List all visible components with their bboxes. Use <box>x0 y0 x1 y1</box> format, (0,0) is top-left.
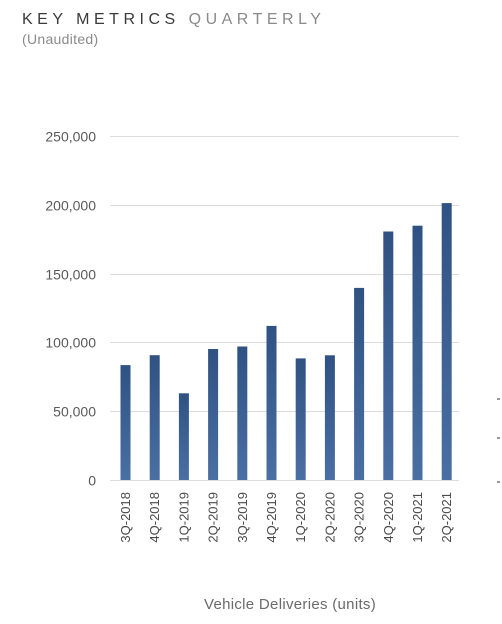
chart-header: KEY METRICS QUARTERLY (Unaudited) <box>22 10 325 47</box>
y-tick-label: 50,000 <box>53 404 96 420</box>
x-tick-label: 3Q-2020 <box>352 492 367 543</box>
bar-2q-2019 <box>208 349 219 480</box>
x-tick-label: 4Q-2020 <box>381 492 396 543</box>
x-tick-label: 3Q-2018 <box>118 492 133 543</box>
y-axis-ticks: 0 50,000 100,000 150,000 200,000 250,000 <box>45 129 96 489</box>
bar-4q-2020 <box>383 231 394 480</box>
bar-3q-2018 <box>120 365 131 480</box>
bars <box>120 203 452 480</box>
y-tick-label: 0 <box>88 473 96 489</box>
chart-subtitle: (Unaudited) <box>22 31 99 47</box>
bar-3q-2020 <box>354 287 365 480</box>
x-tick-label: 1Q-2020 <box>293 492 308 543</box>
gridlines <box>110 136 459 481</box>
x-tick-label: 2Q-2020 <box>322 492 337 543</box>
y-tick-label: 200,000 <box>45 198 96 214</box>
x-tick-label: 3Q-2019 <box>235 492 250 543</box>
y-tick-label: 150,000 <box>45 267 96 283</box>
bar-3q-2019 <box>237 346 248 480</box>
bar-2q-2021 <box>441 203 452 480</box>
edge-marks <box>497 398 500 483</box>
x-tick-label: 1Q-2021 <box>410 492 425 543</box>
y-tick-label: 100,000 <box>45 335 96 351</box>
y-tick-label: 250,000 <box>45 129 96 145</box>
bar-1q-2021 <box>412 225 423 480</box>
title-main: KEY METRICS <box>22 11 180 28</box>
x-axis-title: Vehicle Deliveries (units) <box>204 596 376 613</box>
x-tick-label: 4Q-2018 <box>147 492 162 543</box>
bar-1q-2019 <box>178 393 189 480</box>
x-tick-label: 4Q-2019 <box>264 492 279 543</box>
chart-title: KEY METRICS QUARTERLY <box>22 10 325 30</box>
bar-2q-2020 <box>324 355 335 480</box>
x-tick-label: 2Q-2021 <box>439 492 454 543</box>
bar-4q-2019 <box>266 325 277 480</box>
x-tick-label: 2Q-2019 <box>206 492 221 543</box>
bar-1q-2020 <box>295 358 306 480</box>
bar-4q-2018 <box>149 355 160 480</box>
x-axis-ticks: 3Q-2018 4Q-2018 1Q-2019 2Q-2019 3Q-2019 4Q-20… <box>118 492 454 543</box>
x-tick-label: 1Q-2019 <box>176 492 191 543</box>
title-secondary: QUARTERLY <box>188 11 326 28</box>
